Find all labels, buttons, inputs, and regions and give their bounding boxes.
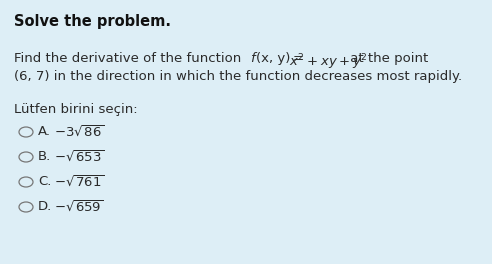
- Text: f: f: [250, 52, 255, 65]
- Text: D.: D.: [38, 200, 52, 213]
- Text: (x, y) =: (x, y) =: [256, 52, 307, 65]
- Text: (6, 7) in the direction in which the function decreases most rapidly.: (6, 7) in the direction in which the fun…: [14, 70, 462, 83]
- Text: Find the derivative of the function: Find the derivative of the function: [14, 52, 246, 65]
- Text: $-\sqrt{761}$: $-\sqrt{761}$: [54, 175, 104, 190]
- Text: B.: B.: [38, 150, 51, 163]
- Text: Solve the problem.: Solve the problem.: [14, 14, 171, 29]
- Text: $x^2+xy+y^2$: $x^2+xy+y^2$: [289, 52, 368, 72]
- Text: $-3\sqrt{86}$: $-3\sqrt{86}$: [54, 125, 104, 140]
- Text: C.: C.: [38, 175, 51, 188]
- Text: $-\sqrt{659}$: $-\sqrt{659}$: [54, 200, 103, 215]
- Text: at the point: at the point: [346, 52, 428, 65]
- Text: A.: A.: [38, 125, 51, 138]
- Text: $-\sqrt{653}$: $-\sqrt{653}$: [54, 150, 104, 165]
- Text: Lütfen birini seçin:: Lütfen birini seçin:: [14, 103, 138, 116]
